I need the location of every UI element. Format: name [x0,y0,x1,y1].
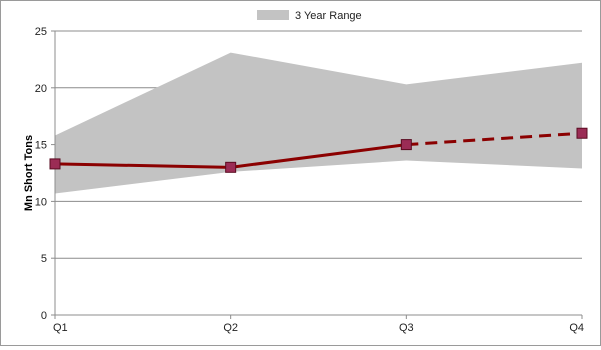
y-tick-label-25: 25 [35,26,47,38]
legend: 3 Year Range [257,10,362,22]
series-0-point-Q1 [49,158,61,170]
series-0-point-Q4 [576,127,588,139]
y-tick-label-20: 20 [35,83,47,95]
x-tick-label-Q4: Q4 [569,322,584,334]
y-tick-label-0: 0 [41,310,47,322]
series-0-line-dashed [406,131,583,147]
x-tick-label-Q1: Q1 [53,322,68,334]
series-0-point-Q2 [225,161,237,173]
legend-swatch-range [257,10,289,20]
y-axis-label: Mn Short Tons [23,135,35,211]
range-band-area [55,52,582,194]
x-tick-label-Q3: Q3 [399,322,414,334]
legend-label-range: 3 Year Range [295,10,362,22]
y-tick-label-10: 10 [35,196,47,208]
y-tick-label-5: 5 [41,253,47,265]
range-band [55,52,582,194]
series-0-point-Q3 [400,139,412,151]
y-tick-label-15: 15 [35,140,47,152]
x-tick-label-Q2: Q2 [223,322,238,334]
axes: 0 5 10 15 20 25 Q1 Q2 Q3 Q4 [35,26,584,334]
line-chart: 0 5 10 15 20 25 Q1 Q2 Q3 Q4 3 Year Range Mn Short… [23,10,588,334]
series [49,127,588,173]
